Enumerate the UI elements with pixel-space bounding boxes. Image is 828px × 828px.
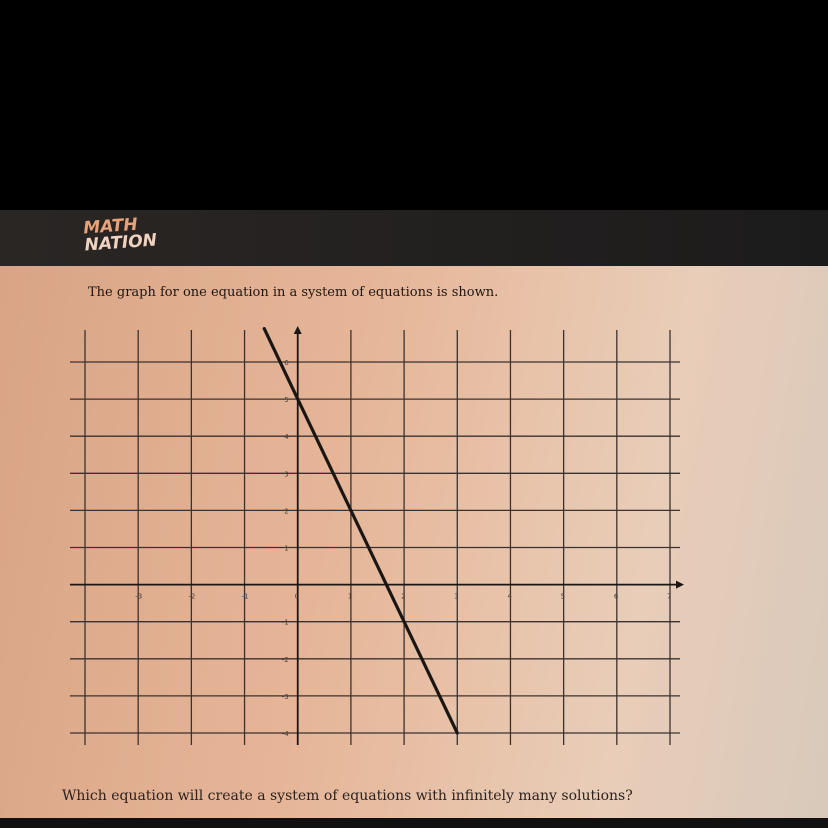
y-tick-label: -4 xyxy=(282,730,290,738)
series-line xyxy=(262,327,459,735)
y-tick-label: 4 xyxy=(284,433,289,441)
x-tick-label: -3 xyxy=(135,593,142,601)
x-tick-label: 2 xyxy=(401,593,405,601)
x-tick-label: 7 xyxy=(667,593,671,601)
x-tick-label: -1 xyxy=(242,593,249,601)
screen-bezel xyxy=(0,818,828,828)
x-tick-label: 3 xyxy=(454,593,458,601)
x-tick-label: 5 xyxy=(561,593,565,601)
y-tick-label: 6 xyxy=(284,359,289,367)
y-tick-label: 5 xyxy=(284,396,288,404)
x-tick-label: 1 xyxy=(348,593,352,601)
x-tick-label: -2 xyxy=(188,593,195,601)
x-tick-label: 0 xyxy=(295,593,299,601)
x-tick-label: 4 xyxy=(507,593,512,601)
y-tick-label: 1 xyxy=(284,545,288,553)
y-axis-arrow-icon xyxy=(293,326,302,334)
y-tick-label: 2 xyxy=(284,507,288,515)
x-axis-arrow-icon xyxy=(676,580,684,589)
y-tick-label: -1 xyxy=(282,619,289,627)
app-header xyxy=(0,210,828,266)
question-prompt: The graph for one equation in a system o… xyxy=(88,285,499,300)
y-tick-label: -3 xyxy=(282,693,289,701)
x-tick-label: 6 xyxy=(614,593,619,601)
question-text: Which equation will create a system of e… xyxy=(62,788,633,804)
y-tick-label: -2 xyxy=(282,656,289,664)
y-tick-label: 3 xyxy=(284,470,288,478)
